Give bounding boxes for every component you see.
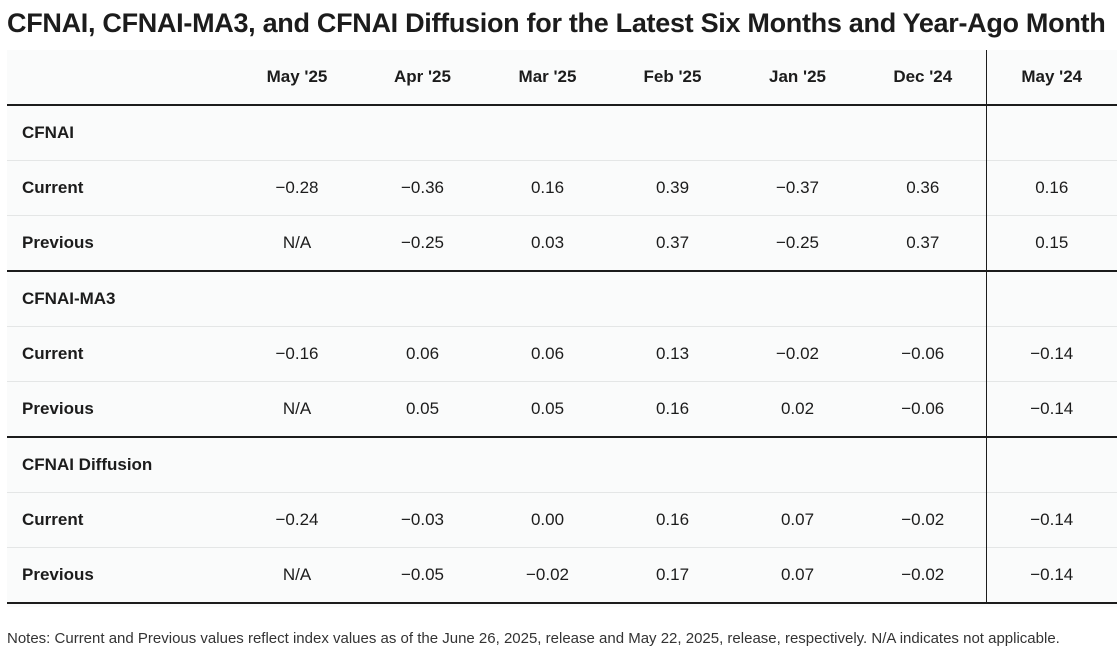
table-cell: 0.06 (360, 326, 485, 382)
table-cell: 0.05 (360, 381, 485, 437)
column-header: Mar '25 (485, 50, 610, 106)
table-row: Current −0.16 0.06 0.06 0.13 −0.02 −0.06… (7, 326, 1117, 382)
table-cell: 0.06 (485, 326, 610, 382)
group-row: CFNAI Diffusion (7, 436, 1117, 493)
table-cell: −0.14 (985, 547, 1117, 604)
column-header: May '25 (234, 50, 360, 106)
row-label: Previous (7, 381, 234, 437)
table-cell: −0.14 (985, 492, 1117, 548)
group-row: CFNAI-MA3 (7, 270, 1117, 327)
table-cell: 0.17 (610, 547, 735, 604)
table-cell: −0.14 (985, 326, 1117, 382)
table-cell: −0.02 (735, 326, 860, 382)
row-label: Current (7, 326, 234, 382)
column-header: Apr '25 (360, 50, 485, 106)
column-header: Jan '25 (735, 50, 860, 106)
table-row: Current −0.28 −0.36 0.16 0.39 −0.37 0.36… (7, 160, 1117, 216)
table-cell: 0.16 (985, 160, 1117, 216)
table-cell: 0.36 (860, 160, 986, 216)
table-cell: −0.02 (485, 547, 610, 604)
column-header: Feb '25 (610, 50, 735, 106)
table-cell: 0.02 (735, 381, 860, 437)
table-cell: −0.05 (360, 547, 485, 604)
table-cell: 0.16 (485, 160, 610, 216)
group-label: CFNAI (22, 123, 74, 142)
group-label: CFNAI Diffusion (7, 436, 234, 493)
table-cell: 0.00 (485, 492, 610, 548)
table-cell: 0.16 (610, 381, 735, 437)
table-row: Current −0.24 −0.03 0.00 0.16 0.07 −0.02… (7, 492, 1117, 548)
group-row: CFNAI (7, 105, 1117, 161)
table-row: Previous N/A 0.05 0.05 0.16 0.02 −0.06 −… (7, 381, 1117, 437)
row-label-header (7, 50, 234, 106)
table-row: Previous N/A −0.25 0.03 0.37 −0.25 0.37 … (7, 215, 1117, 271)
table-cell: −0.06 (860, 381, 986, 437)
table-cell: −0.24 (234, 492, 360, 548)
column-header: Dec '24 (860, 50, 986, 106)
table-cell: −0.37 (735, 160, 860, 216)
table-cell: −0.36 (360, 160, 485, 216)
table-cell: 0.03 (485, 215, 610, 271)
table-cell: −0.28 (234, 160, 360, 216)
table-cell: −0.02 (860, 547, 986, 604)
table-cell: 0.37 (610, 215, 735, 271)
table-cell: 0.37 (860, 215, 986, 271)
row-label: Previous (7, 215, 234, 271)
table-cell: 0.07 (735, 547, 860, 604)
table-cell: 0.16 (610, 492, 735, 548)
column-header-year-ago: May '24 (985, 50, 1117, 106)
table-cell: −0.25 (360, 215, 485, 271)
header-row: May '25 Apr '25 Mar '25 Feb '25 Jan '25 … (7, 50, 1117, 106)
table-cell: −0.06 (860, 326, 986, 382)
table-cell: −0.03 (360, 492, 485, 548)
table-cell: 0.07 (735, 492, 860, 548)
table-cell: 0.05 (485, 381, 610, 437)
table-cell: N/A (234, 547, 360, 604)
table-cell: −0.14 (985, 381, 1117, 437)
row-label: Current (7, 160, 234, 216)
row-label: Current (7, 492, 234, 548)
data-table: May '25 Apr '25 Mar '25 Feb '25 Jan '25 … (7, 50, 1117, 604)
table-cell: N/A (234, 215, 360, 271)
table-cell: −0.16 (234, 326, 360, 382)
row-label: Previous (7, 547, 234, 604)
table-cell: 0.39 (610, 160, 735, 216)
table-cell: 0.15 (985, 215, 1117, 271)
footnote: Notes: Current and Previous values refle… (7, 630, 1060, 647)
table-cell: −0.02 (860, 492, 986, 548)
table-cell: −0.25 (735, 215, 860, 271)
chart-title: CFNAI, CFNAI-MA3, and CFNAI Diffusion fo… (7, 8, 1106, 38)
group-label: CFNAI-MA3 (7, 270, 234, 327)
table-row: Previous N/A −0.05 −0.02 0.17 0.07 −0.02… (7, 547, 1117, 604)
table-cell: N/A (234, 381, 360, 437)
table-cell: 0.13 (610, 326, 735, 382)
data-table-container: May '25 Apr '25 Mar '25 Feb '25 Jan '25 … (7, 50, 1117, 607)
